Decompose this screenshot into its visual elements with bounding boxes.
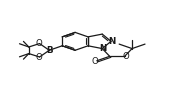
Text: N: N: [99, 44, 106, 53]
Text: N: N: [108, 37, 115, 46]
Text: O: O: [92, 57, 98, 66]
Text: O: O: [36, 53, 42, 62]
Text: O: O: [36, 39, 42, 48]
Text: O: O: [122, 52, 129, 60]
Text: B: B: [46, 46, 52, 55]
